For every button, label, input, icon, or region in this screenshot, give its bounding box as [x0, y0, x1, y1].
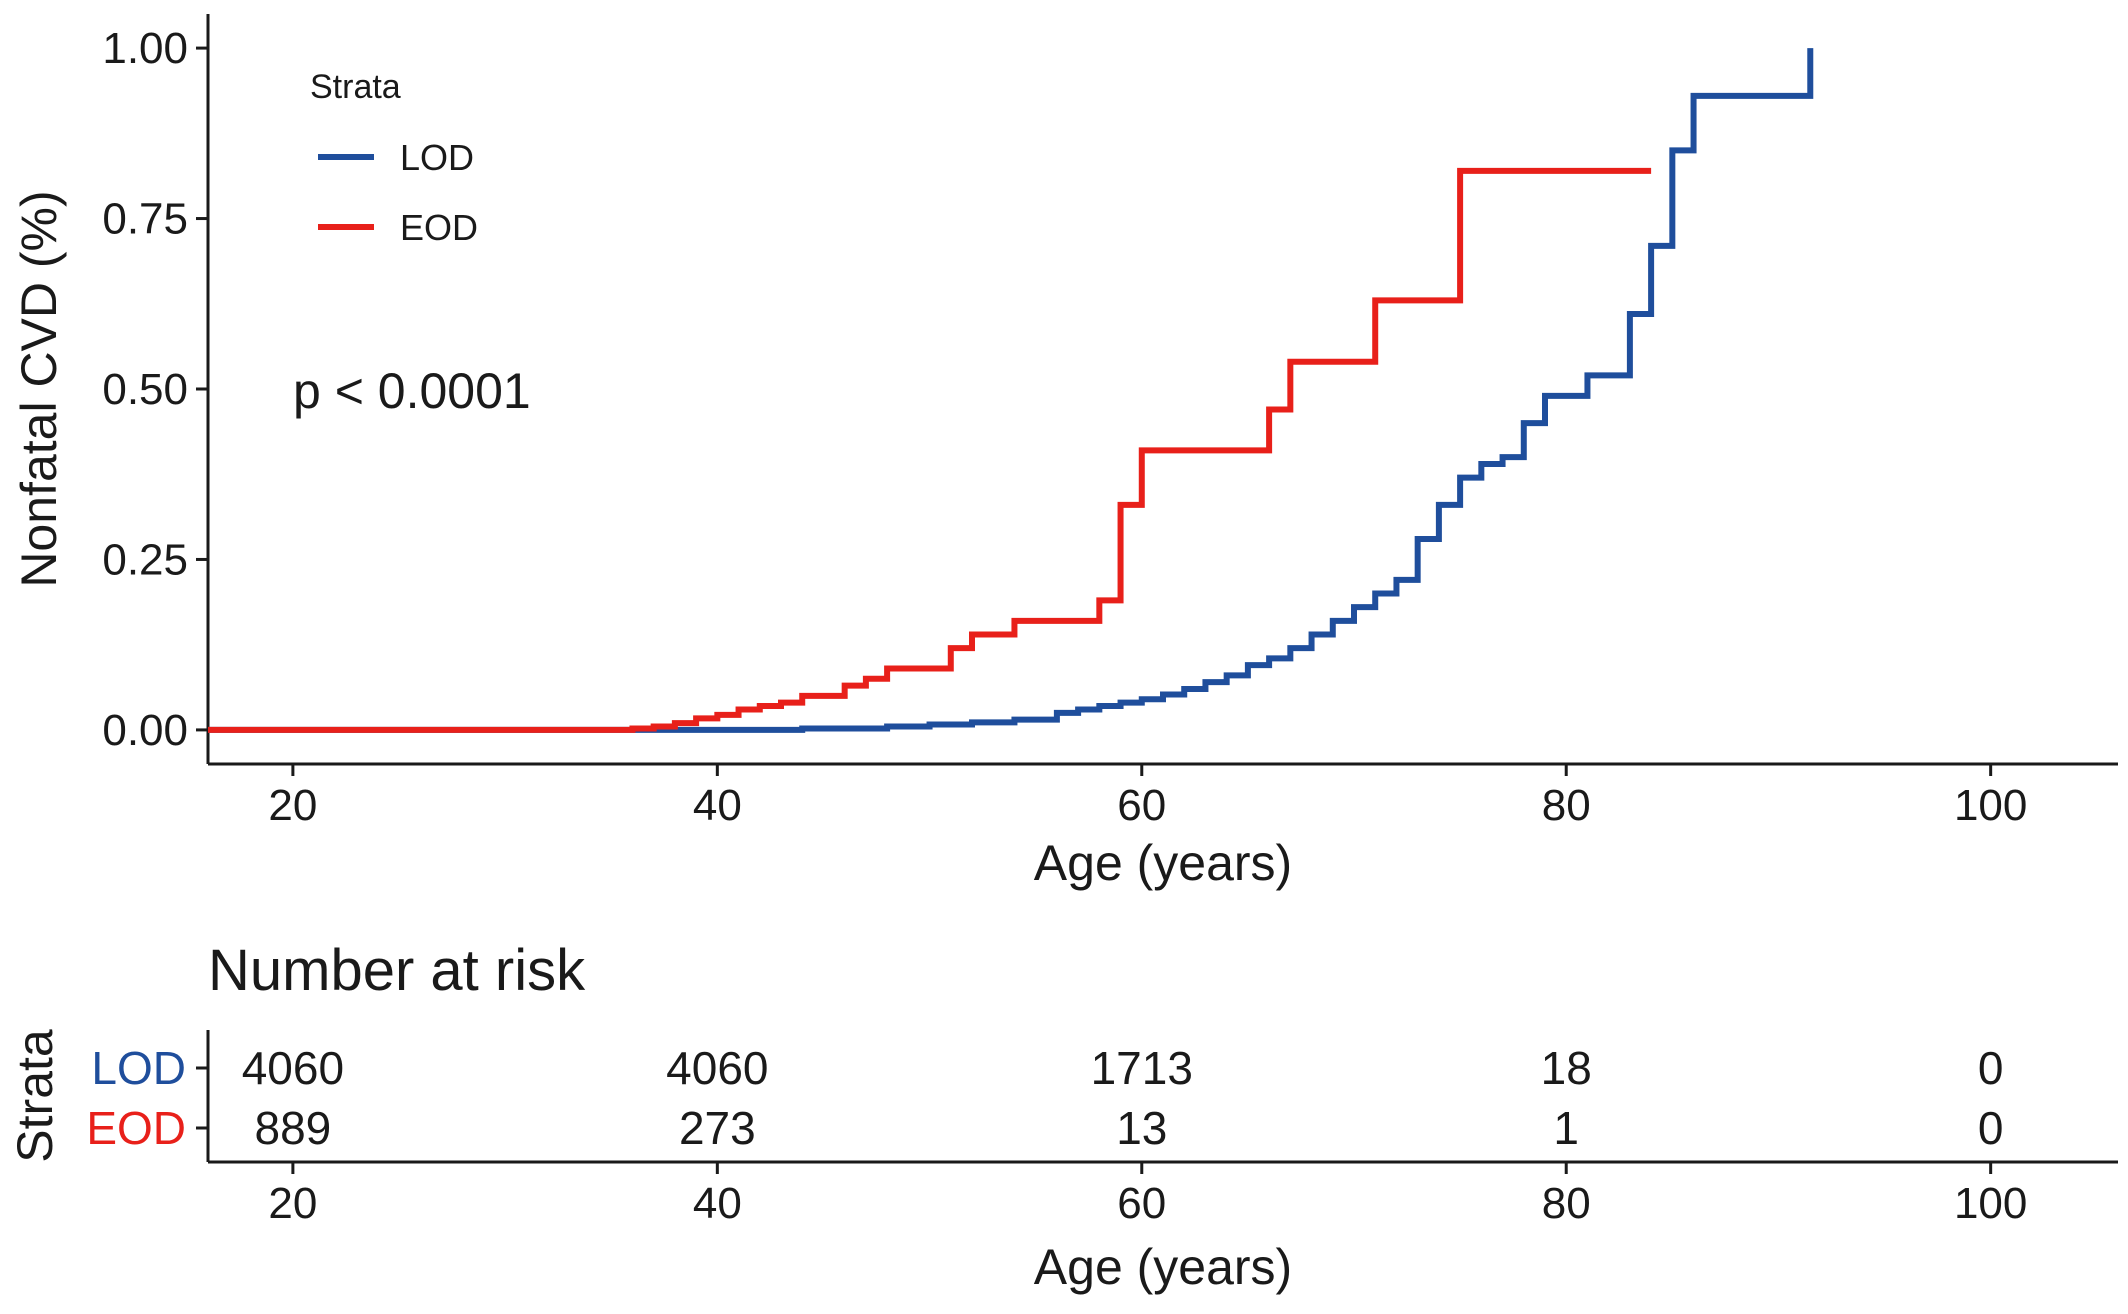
risk-x-tick-label: 20: [268, 1179, 317, 1228]
risk-value: 4060: [666, 1042, 768, 1094]
x-tick-label: 100: [1954, 781, 2027, 830]
x-tick-label: 20: [268, 781, 317, 830]
x-tick-label: 80: [1542, 781, 1591, 830]
y-tick-label: 0.25: [102, 535, 188, 584]
risk-value: 889: [255, 1102, 332, 1154]
risk-value: 0: [1978, 1042, 2004, 1094]
risk-x-tick-label: 60: [1117, 1179, 1166, 1228]
y-tick-label: 0.50: [102, 365, 188, 414]
survival-plot: 0.00 0.25 0.50 0.75 1.00 20 40 60 80 100 Age (year…: [11, 14, 2118, 891]
series-line-lod: [208, 48, 1814, 733]
risk-value: 4060: [242, 1042, 344, 1094]
y-axis-title: Nonfatal CVD (%): [11, 190, 67, 587]
risk-value: 13: [1116, 1102, 1167, 1154]
series-line-eod: [208, 167, 1652, 733]
y-tick-label: 1.00: [102, 24, 188, 73]
y-tick-label: 0.00: [102, 706, 188, 755]
risk-value: 273: [679, 1102, 756, 1154]
risk-value: 0: [1978, 1102, 2004, 1154]
y-tick-label: 0.75: [102, 195, 188, 244]
risk-strata-label-lod: LOD: [91, 1042, 186, 1094]
legend-title: Strata: [310, 68, 401, 106]
x-tick-label: 40: [693, 781, 742, 830]
risk-x-tick-label: 100: [1954, 1179, 2027, 1228]
risk-x-tick-label: 40: [693, 1179, 742, 1228]
risk-value: 1713: [1091, 1042, 1193, 1094]
risk-x-tick-label: 80: [1542, 1179, 1591, 1228]
risk-y-axis-title: Strata: [7, 1029, 63, 1163]
risk-value: 18: [1541, 1042, 1592, 1094]
risk-value: 1: [1553, 1102, 1579, 1154]
legend-label-lod: LOD: [400, 137, 474, 178]
legend-label-eod: EOD: [400, 207, 478, 248]
p-value-annotation: p < 0.0001: [293, 363, 531, 419]
risk-strata-label-eod: EOD: [86, 1102, 186, 1154]
risk-x-axis-title: Age (years): [1034, 1239, 1292, 1295]
x-axis-title: Age (years): [1034, 835, 1292, 891]
risk-table-title: Number at risk: [208, 938, 586, 1003]
x-tick-label: 60: [1117, 781, 1166, 830]
